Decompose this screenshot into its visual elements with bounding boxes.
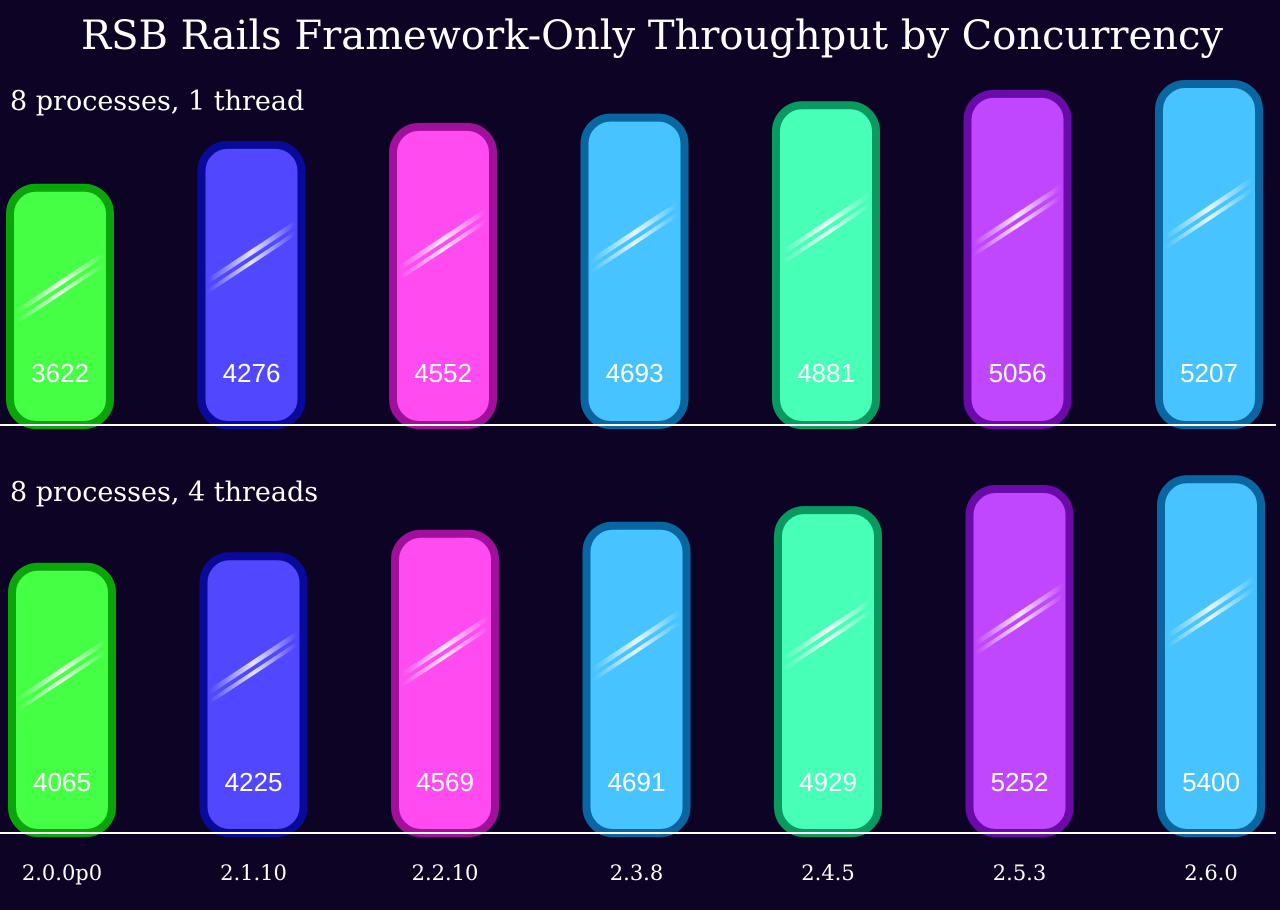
bar-glint <box>590 619 683 682</box>
bar-glint <box>1165 586 1257 649</box>
data-label: 4693 <box>606 358 664 388</box>
data-label: 4065 <box>33 767 91 797</box>
bar-glint <box>399 625 491 688</box>
data-label: 5056 <box>989 358 1047 388</box>
data-label: 3622 <box>31 358 89 388</box>
x-tick-label: 2.4.5 <box>801 861 854 885</box>
bar-glint <box>588 211 681 274</box>
x-tick-label: 2.1.10 <box>220 861 287 885</box>
data-label: 5207 <box>1180 358 1238 388</box>
panel-label: 8 processes, 4 threads <box>10 477 318 508</box>
x-tick-label: 2.2.10 <box>412 861 479 885</box>
bar-glint <box>588 201 681 265</box>
bar-glint <box>14 262 106 325</box>
data-label: 4552 <box>414 358 472 388</box>
bar-glint <box>1162 176 1256 240</box>
bar-glint <box>396 207 490 271</box>
data-label: 4569 <box>416 767 474 797</box>
bar-glint <box>16 649 108 712</box>
x-tick-label: 2.5.3 <box>993 861 1046 885</box>
x-tick-label: 2.0.0p0 <box>22 861 102 885</box>
panel-1: 8 processes, 1 thread 3622 4276 4552 4693 488… <box>0 79 1276 430</box>
x-tick-label: 2.6.0 <box>1184 861 1237 885</box>
bar-glint <box>13 251 107 315</box>
bar-glint <box>1164 575 1258 639</box>
bar-glint <box>971 184 1064 248</box>
bar-glint <box>15 638 109 702</box>
bar-glint <box>973 582 1066 646</box>
bar-glint <box>971 194 1064 257</box>
data-label: 4225 <box>225 767 283 797</box>
panel-2: 8 processes, 4 threads 4065 4225 4569 4691 49… <box>0 475 1276 838</box>
data-label: 5252 <box>991 767 1049 797</box>
bar-glint <box>205 231 298 294</box>
data-label: 5400 <box>1182 767 1240 797</box>
x-tick-label: 2.3.8 <box>610 861 663 885</box>
data-label: 4881 <box>797 358 855 388</box>
bar-glint <box>1163 187 1255 250</box>
bar-glint <box>973 593 1066 656</box>
bar-glint <box>397 218 489 281</box>
bar-glint <box>590 609 683 673</box>
panel-label: 8 processes, 1 thread <box>10 86 304 117</box>
data-label: 4929 <box>799 767 857 797</box>
bar-glint <box>398 615 492 679</box>
bar-glint <box>207 631 300 695</box>
bar-glint <box>780 202 872 265</box>
chart-title: RSB Rails Framework-Only Throughput by C… <box>81 13 1223 59</box>
bar-glint <box>205 220 298 284</box>
bar-glint <box>781 598 875 662</box>
bar-glint <box>782 608 874 671</box>
data-label: 4691 <box>608 767 666 797</box>
bar-glint <box>207 641 300 704</box>
data-label: 4276 <box>223 358 281 388</box>
bar-glint <box>779 192 873 256</box>
